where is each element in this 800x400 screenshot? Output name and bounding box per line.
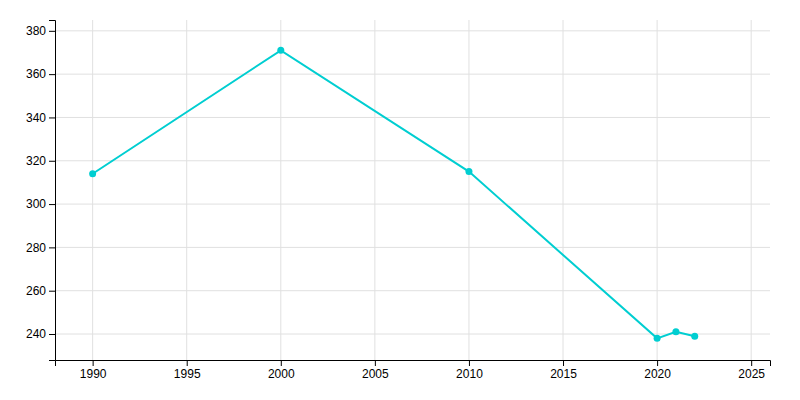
grid-line [55, 117, 770, 118]
grid-line [374, 20, 375, 360]
grid-line [55, 204, 770, 205]
y-axis-line [49, 21, 56, 361]
point [654, 335, 661, 342]
x-tick-label: 2010 [456, 367, 483, 381]
x-axis: 1990 1995 2000 2005 2010 2015 2020 2025 [56, 360, 771, 381]
x-tick-mark [187, 360, 188, 366]
grid-line [55, 160, 770, 161]
y-tick: 340 [26, 111, 55, 125]
y-tick-mark [49, 31, 55, 32]
x-tick-mark [469, 360, 470, 366]
x-tick-label: 2005 [362, 367, 389, 381]
y-tick: 360 [26, 67, 55, 81]
grid-line [280, 20, 281, 360]
y-tick-label: 340 [26, 111, 46, 125]
x-axis-line [56, 361, 771, 367]
grid-line [563, 20, 564, 360]
grid-line [55, 290, 770, 291]
y-tick-mark [49, 247, 55, 248]
x-tick-mark [751, 360, 752, 366]
x-tick-label: 2020 [644, 367, 671, 381]
y-tick-label: 240 [26, 327, 46, 341]
x-tick-mark [375, 360, 376, 366]
point [691, 333, 698, 340]
y-tick: 380 [26, 24, 55, 38]
x-tick: 2000 [268, 360, 295, 381]
x-tick-mark [93, 360, 94, 366]
grid-line [55, 30, 770, 31]
y-tick-mark [49, 291, 55, 292]
x-tick: 2010 [456, 360, 483, 381]
x-tick: 1990 [80, 360, 107, 381]
x-tick: 2020 [644, 360, 671, 381]
x-tick: 2015 [550, 360, 577, 381]
point [465, 168, 472, 175]
point [672, 328, 679, 335]
chart: 1990 1995 2000 2005 2010 2015 2020 2025 240 260 28… [0, 0, 800, 400]
x-tick: 2025 [738, 360, 765, 381]
y-tick-mark [49, 74, 55, 75]
grid-line [186, 20, 187, 360]
grid-line [55, 247, 770, 248]
y-tick: 240 [26, 327, 55, 341]
grid [55, 20, 770, 360]
x-tick-mark [563, 360, 564, 366]
x-tick-label: 2000 [268, 367, 295, 381]
grid-line [468, 20, 469, 360]
x-tick-label: 2015 [550, 367, 577, 381]
point [277, 47, 284, 54]
plot: 1990 1995 2000 2005 2010 2015 2020 2025 240 260 28… [26, 20, 771, 381]
x-tick: 1995 [174, 360, 201, 381]
y-axis: 240 260 280 300 320 340 360 380 [26, 21, 56, 361]
y-tick: 280 [26, 241, 55, 255]
x-tick-label: 1995 [174, 367, 201, 381]
grid-line [55, 74, 770, 75]
marks [89, 47, 698, 342]
y-tick-mark [49, 117, 55, 118]
y-tick-mark [49, 204, 55, 205]
x-tick-mark [657, 360, 658, 366]
y-tick-label: 260 [26, 284, 46, 298]
grid-line [92, 20, 93, 360]
y-tick-mark [49, 334, 55, 335]
y-tick: 320 [26, 154, 55, 168]
x-tick-label: 1990 [80, 367, 107, 381]
y-tick-label: 320 [26, 154, 46, 168]
y-tick-mark [49, 161, 55, 162]
grid-line [55, 334, 770, 335]
grid-line [657, 20, 658, 360]
y-tick-label: 280 [26, 241, 46, 255]
point [89, 170, 96, 177]
x-tick-label: 2025 [738, 367, 765, 381]
grid-line [751, 20, 752, 360]
y-tick: 260 [26, 284, 55, 298]
line [93, 50, 695, 338]
x-tick-mark [281, 360, 282, 366]
y-tick-label: 380 [26, 24, 46, 38]
y-tick: 300 [26, 197, 55, 211]
y-tick-label: 360 [26, 67, 46, 81]
y-tick-label: 300 [26, 197, 46, 211]
x-tick: 2005 [362, 360, 389, 381]
